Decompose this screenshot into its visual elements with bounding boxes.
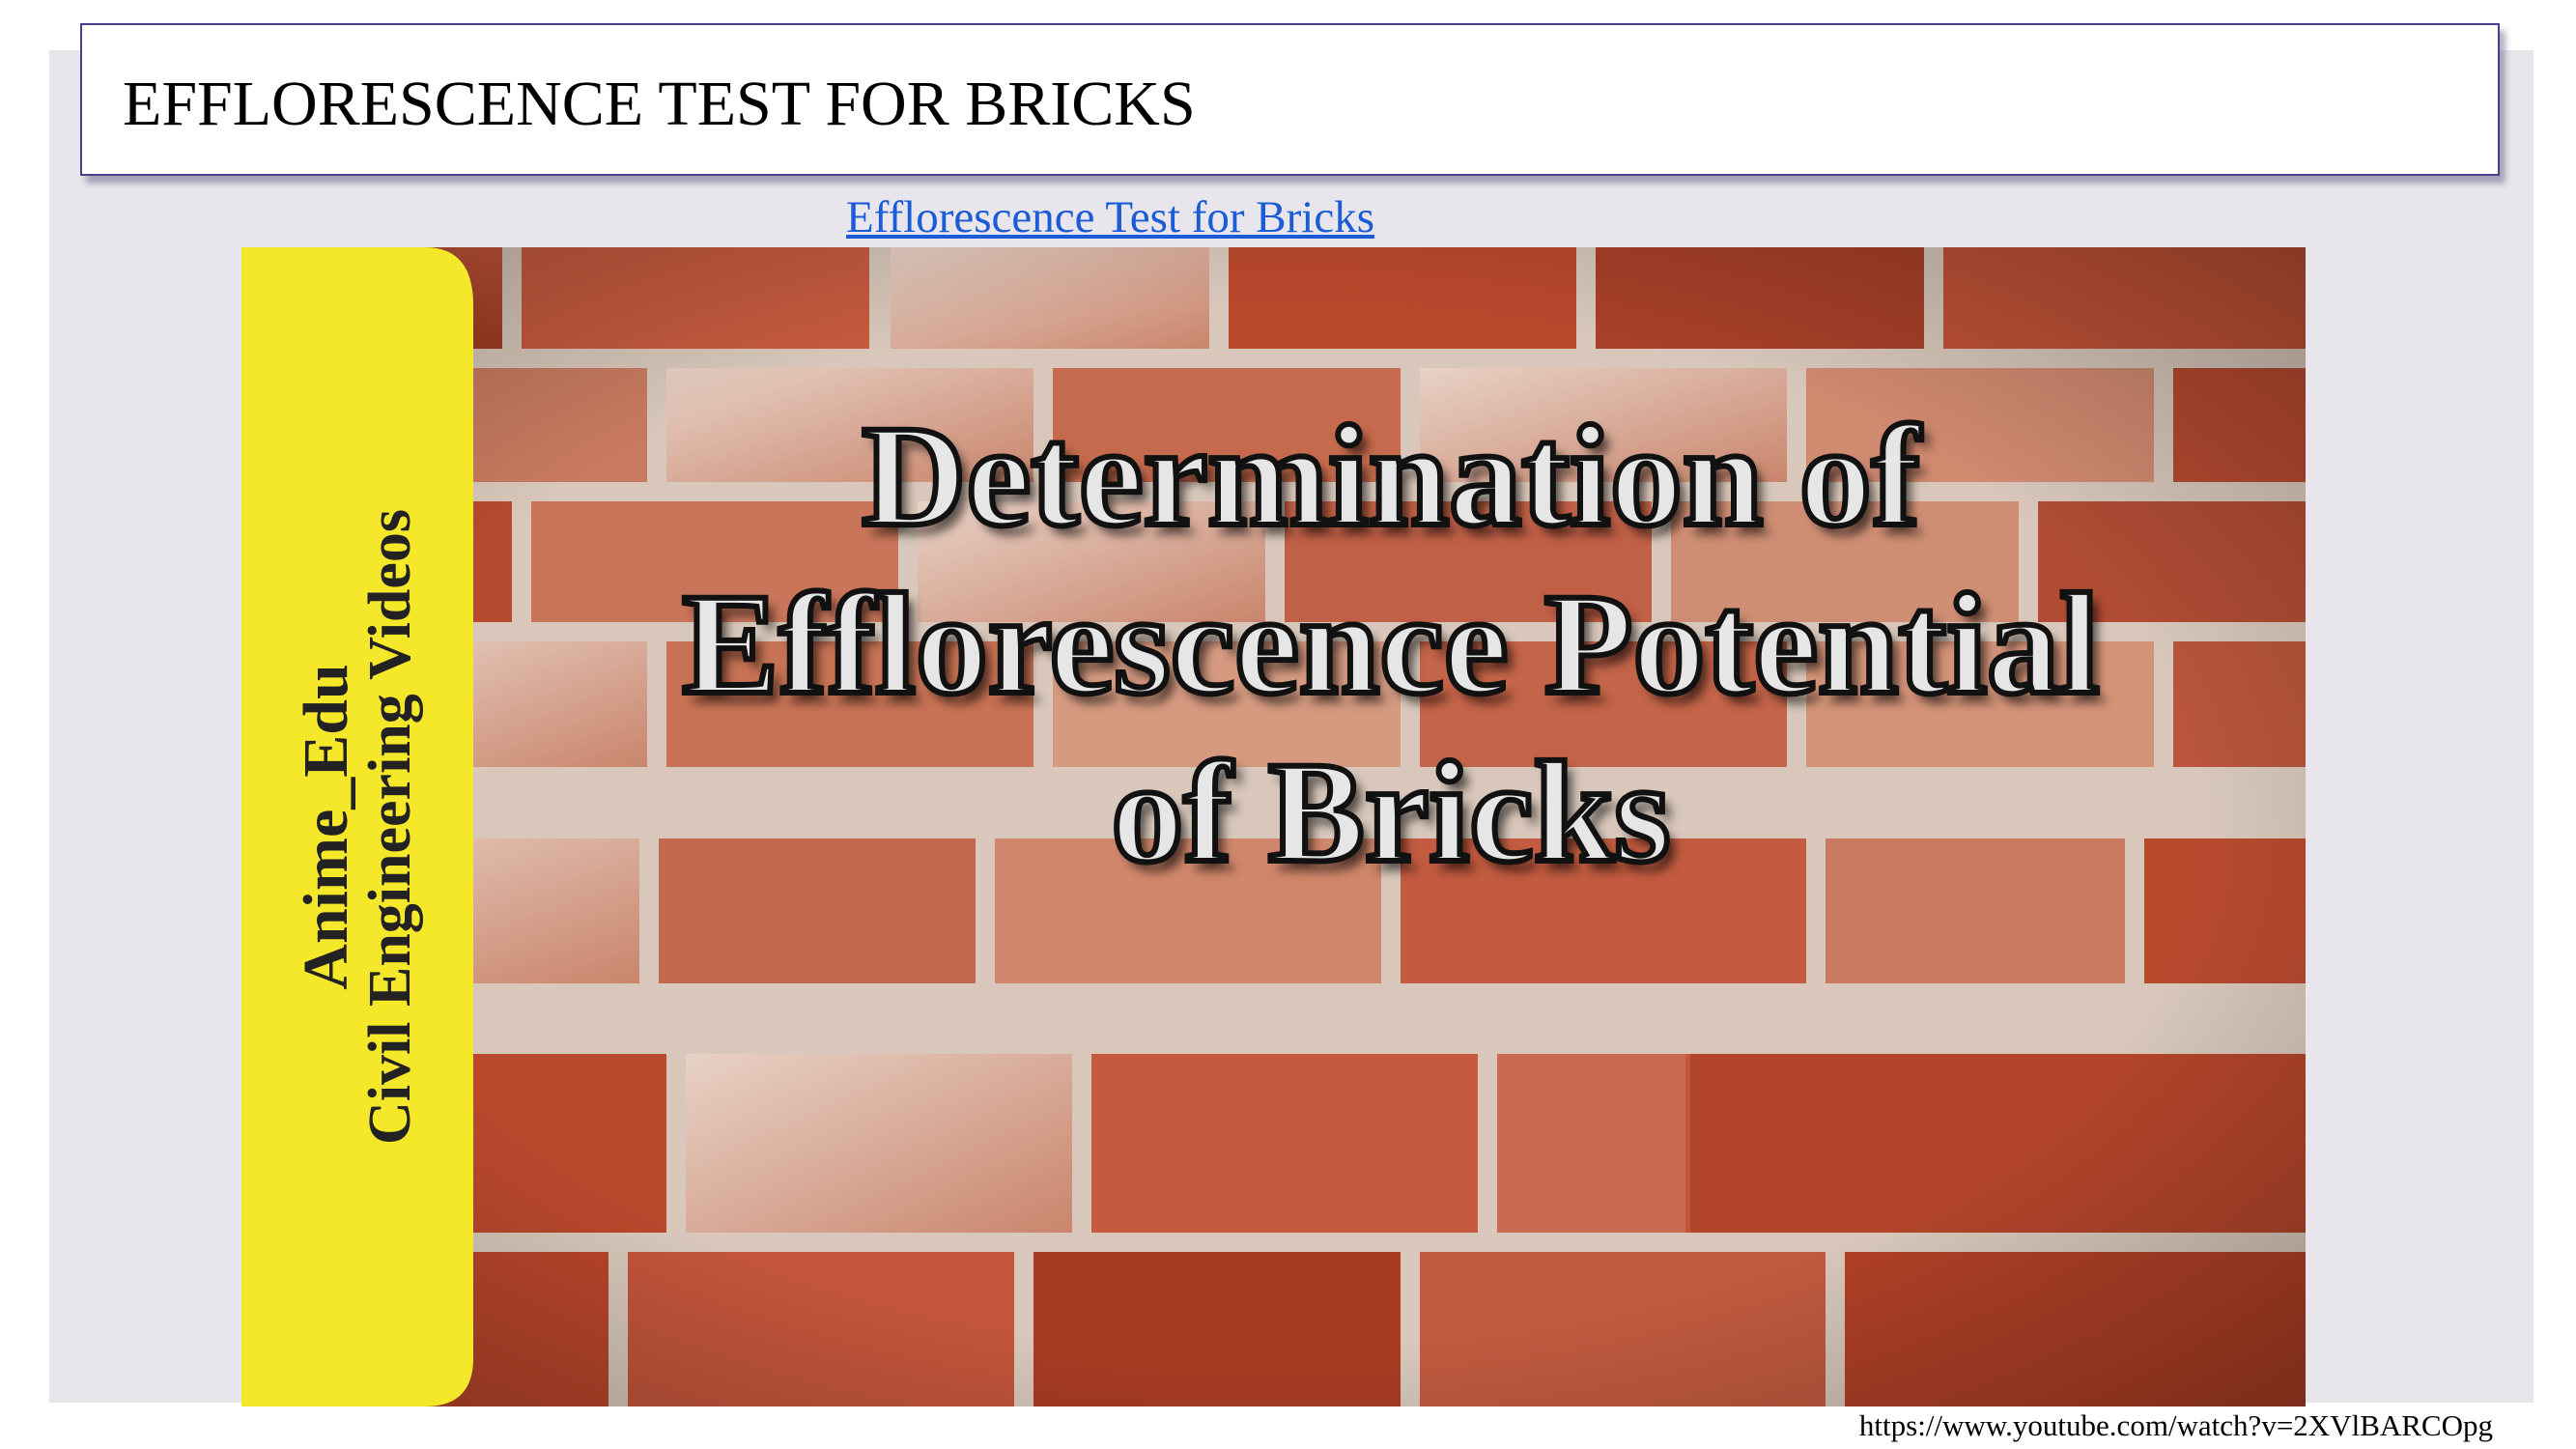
video-thumbnail[interactable]: Anime_Edu Civil Engineering Videos Deter… [241, 247, 2306, 1406]
headline-line-2: Efflorescence Potential [679, 561, 2103, 727]
thumbnail-headline: Determination of Efflorescence Potential… [473, 392, 2306, 896]
channel-tagline: Civil Engineering Videos [357, 509, 424, 1145]
video-link[interactable]: Efflorescence Test for Bricks [846, 192, 1375, 242]
brick-wall-image [241, 247, 2306, 1406]
channel-name: Anime_Edu [290, 664, 361, 990]
headline-line-3: of Bricks [1108, 729, 1673, 895]
side-banner [241, 247, 473, 1406]
slide-title: EFFLORESCENCE TEST FOR BRICKS [123, 69, 1196, 139]
title-box: EFFLORESCENCE TEST FOR BRICKS [80, 23, 2500, 176]
side-banner-text: Anime_Edu Civil Engineering Videos [290, 296, 424, 1358]
headline-line-1: Determination of [859, 393, 1923, 559]
source-url: https://www.youtube.com/watch?v=2XVlBARC… [1858, 1408, 2493, 1442]
